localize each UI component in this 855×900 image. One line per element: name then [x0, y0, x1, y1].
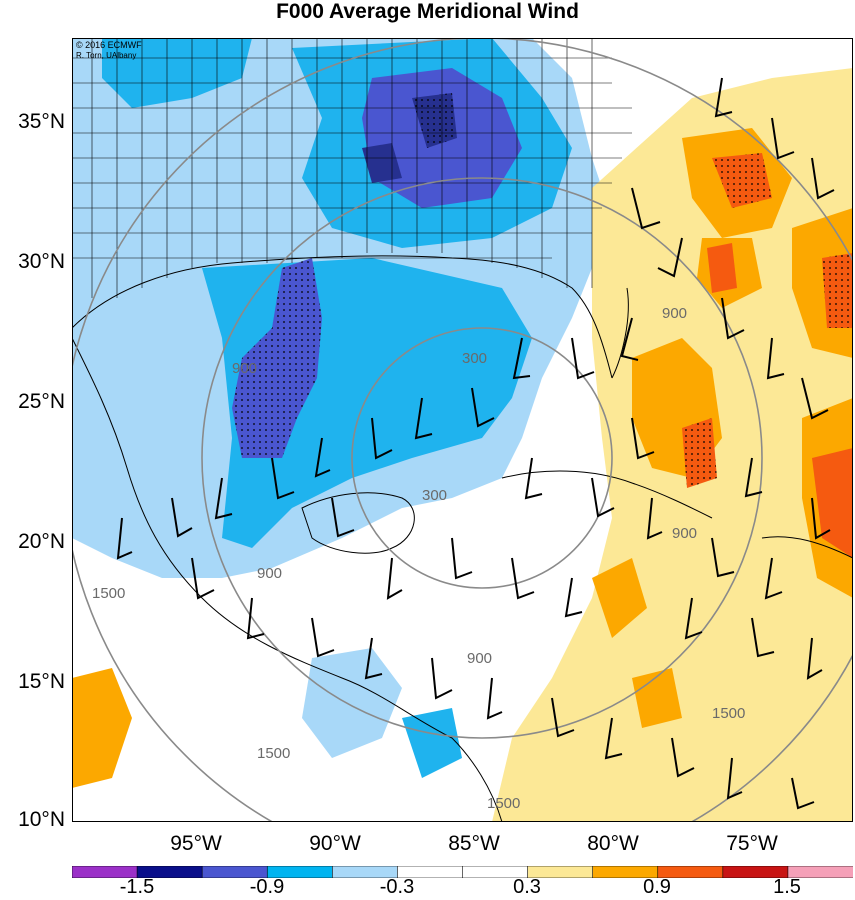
wind-barbs — [116, 77, 835, 810]
significance-stippling — [232, 93, 853, 488]
longitude-label: 95°W — [170, 832, 222, 855]
map-title: F000 Average Meridional Wind — [276, 0, 579, 23]
distance-range-rings — [72, 38, 853, 822]
colorbar-label: 1.5 — [773, 876, 801, 898]
wind-map: 300 300 900 900 900 900 900 1500 1500 15… — [72, 38, 853, 822]
ring-label-inner: 300 — [462, 350, 487, 367]
latitude-label: 15°N — [18, 670, 65, 693]
map-frame — [72, 38, 853, 822]
colorbar — [72, 866, 853, 878]
ring-label-outer: 1500 — [92, 585, 125, 602]
longitude-label: 80°W — [587, 832, 639, 855]
colorbar-label: 0.9 — [643, 876, 671, 898]
latitude-label: 20°N — [18, 530, 65, 553]
us-county-boundaries — [72, 38, 632, 298]
ring-label-outer: 1500 — [257, 745, 290, 762]
longitude-label: 85°W — [448, 832, 500, 855]
ring-label-middle: 900 — [467, 650, 492, 667]
colorbar-swatch — [787, 866, 853, 878]
ring-label-middle: 900 — [232, 360, 257, 377]
colorbar-label: -0.3 — [379, 876, 415, 898]
longitude-label: 75°W — [726, 832, 778, 855]
colorbar-label: -1.5 — [119, 876, 155, 898]
range-ring-labels: 300 300 900 900 900 900 900 1500 1500 15… — [92, 305, 745, 812]
latitude-label: 30°N — [18, 250, 65, 273]
latitude-label: 25°N — [18, 390, 65, 413]
ring-label-middle: 900 — [257, 565, 282, 582]
colorbar-label: 0.3 — [513, 876, 541, 898]
ring-label-outer: 1500 — [487, 795, 520, 812]
ring-label-outer: 1500 — [712, 705, 745, 722]
credit-line-2: R. Torn, UAlbany — [76, 51, 137, 60]
colorbar-label: -0.9 — [249, 876, 285, 898]
ring-label-middle: 900 — [662, 305, 687, 322]
latitude-label: 35°N — [18, 110, 65, 133]
longitude-label: 90°W — [309, 832, 361, 855]
ring-label-inner: 300 — [422, 487, 447, 504]
credit-line-1: © 2016 ECMWF — [76, 40, 142, 50]
latitude-label: 10°N — [18, 808, 65, 831]
ring-label-middle: 900 — [672, 525, 697, 542]
